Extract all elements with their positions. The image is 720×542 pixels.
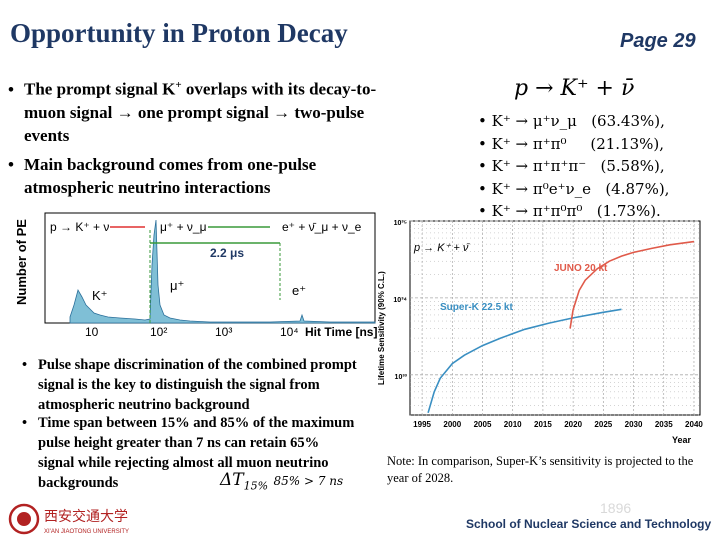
logo-cn: 西安交通大学 (44, 508, 128, 524)
cut-sub: 15% (243, 479, 269, 493)
x-tick-label: 2040 (685, 420, 703, 429)
bullet-text: signal is the key to distinguish the sig… (38, 377, 320, 393)
x-tick-label: 2015 (534, 420, 552, 429)
footer-school: School of Nuclear Science and Technology (466, 517, 712, 531)
pulse-xtick: 10 (85, 325, 99, 339)
juno-line (569, 240, 695, 329)
university-logo: 西安交通大学 XI'AN JIAOTONG UNIVERSITY (8, 503, 158, 542)
comparison-note: Note: In comparison, Super-K’s sensitivi… (387, 454, 694, 485)
decay-row: • K⁺ → π⁺π⁺π⁻ (5.58%), (478, 157, 665, 175)
x-tick-label: 2020 (564, 420, 582, 429)
logo-en: XI'AN JIAOTONG UNIVERSITY (44, 529, 129, 535)
bullet-text: atmospheric neutrino background (38, 397, 250, 413)
x-tick-label: 1995 (413, 420, 431, 429)
pulse-xtick: 10³ (215, 325, 232, 339)
bullet-dot: • (8, 79, 14, 99)
chart-xticks: 1995 2000 2005 2010 2015 2020 2025 2030 2035 2040 (413, 420, 703, 429)
bullet-text: Pulse shape discrimination of the combin… (38, 357, 357, 373)
bullet-background: • Main background comes from one-pulse at… (8, 153, 458, 199)
pulse-plot-frame (44, 212, 376, 324)
bullet-time-span: • Time span between 15% and 85% of the ma… (22, 413, 372, 493)
bullet-prompt-signal: • The prompt signal K+ overlaps with its … (8, 74, 458, 147)
pulse-shape-plot: Number of PE p → K⁺ + ν μ⁺ + ν_μ e⁺ + ν̄… (14, 212, 377, 339)
peak-k-label: K⁺ (92, 288, 108, 303)
y-tick-label: 10³³ (395, 374, 408, 381)
decay-br: (5.58%), (600, 157, 665, 175)
y-tick-label: 10³⁴ (393, 297, 407, 304)
x-tick-label: 2025 (594, 420, 612, 429)
decay-header: p → K⁺ + ν̄ (514, 76, 635, 101)
logo-emblem-icon: 西安交通大学 XI'AN JIAOTONG UNIVERSITY (8, 503, 129, 535)
bullet-psd: • Pulse shape discrimination of the combi… (22, 355, 372, 415)
x-tick-label: 2010 (504, 420, 522, 429)
bullet-dot: • (8, 155, 14, 174)
pulse-ylabel: Number of PE (14, 219, 29, 305)
bullet-text: atmospheric neutrino interactions (24, 178, 271, 197)
x-tick-label: 2000 (443, 420, 461, 429)
peak-mu-label: μ⁺ (170, 278, 184, 293)
watermark-year: 1896 (600, 500, 632, 516)
bullet-text: The prompt signal K (24, 79, 176, 99)
decay-row: • K⁺ → π⁺π⁰π⁰ (1.73%). (478, 202, 661, 220)
x-tick-label: 2005 (474, 420, 492, 429)
chart-grid (410, 220, 700, 416)
decay-lhs: K⁺ → π⁺π⁺π⁻ (491, 157, 587, 175)
pulse-histogram (69, 219, 376, 324)
bullet-dot: • (22, 357, 28, 373)
decay-br: (4.87%), (605, 179, 670, 198)
delay-label: 2.2 μs (210, 246, 244, 260)
decay-br: (1.73%). (596, 202, 661, 220)
decay-lhs: K⁺ → π⁺π⁰ (491, 134, 567, 153)
chart-yticks: 10³⁵ 10³⁴ 10³³ (393, 220, 407, 381)
chart-series (427, 240, 695, 414)
decay-br: (63.43%), (591, 112, 665, 130)
decay-lhs: K⁺ → π⁺π⁰π⁰ (491, 202, 583, 220)
cut-rest: 85% > 7 ns (273, 474, 344, 488)
decay-row: • K⁺ → π⁺π⁰ (21.13%), (478, 134, 665, 153)
superk-line (427, 308, 622, 414)
bullet-dot: • (22, 415, 28, 431)
chart-annotation: p → K⁺ + ν̄ (413, 242, 470, 254)
pulse-xtick: 10⁴ (280, 325, 299, 339)
cut-delta: ΔT (220, 470, 244, 490)
bullet-text: muon signal → one prompt signal → two-pu… (24, 102, 365, 122)
bullet-text: events (24, 125, 70, 145)
pulse-legend-left: p → K⁺ + ν (50, 220, 109, 234)
decay-row-highlight: • K⁺ → μ⁺ν_μ (63.43%), (478, 112, 665, 130)
juno-label: JUNO 20 kt (554, 263, 608, 274)
bullet-text: Main background comes from one-pulse (24, 155, 317, 174)
chart-xlabel: Year (672, 435, 692, 445)
page-title: Opportunity in Proton Decay (10, 18, 348, 48)
bullet-text: backgrounds (38, 475, 119, 491)
y-tick-label: 10³⁵ (394, 220, 407, 227)
page-number: Page 29 (620, 30, 696, 52)
x-tick-label: 2035 (655, 420, 673, 429)
peak-e-label: e⁺ (292, 283, 306, 298)
pulse-legend-mid: μ⁺ + ν_μ (160, 220, 207, 234)
chart-ylabel: Lifetime Sensitivity (90% C.L.) (377, 271, 386, 385)
bullet-text: pulse height greater than 7 ns can retai… (38, 435, 320, 451)
sensitivity-chart: Lifetime Sensitivity (90% C.L.) 10³⁵ 10³⁴… (377, 220, 703, 445)
pulse-xlabel: Hit Time [ns] (305, 325, 377, 339)
x-tick-label: 2030 (625, 420, 643, 429)
cut-formula: ΔT15% 85% > 7 ns (220, 470, 343, 492)
decay-channel-list: p → K⁺ + ν̄ • K⁺ → μ⁺ν_μ (63.43%), • K⁺ … (478, 76, 698, 225)
decay-lhs: K⁺ → π⁰e⁺ν_e (491, 179, 592, 198)
bullet-text: signal while rejecting almost all muon n… (38, 455, 329, 471)
bullet-text: overlaps with its decay-to- (181, 79, 377, 99)
bullet-text: Time span between 15% and 85% of the max… (38, 415, 355, 431)
decay-br: (21.13%), (590, 134, 665, 153)
superk-label: Super-K 22.5 kt (440, 302, 513, 313)
decay-row: • K⁺ → π⁰e⁺ν_e (4.87%), (478, 179, 670, 198)
decay-lhs: K⁺ → μ⁺ν_μ (491, 112, 577, 130)
pulse-xtick: 10² (150, 325, 167, 339)
pulse-legend-right: e⁺ + ν̄_μ + ν_e (282, 220, 362, 234)
bullet-sup: + (175, 79, 182, 91)
